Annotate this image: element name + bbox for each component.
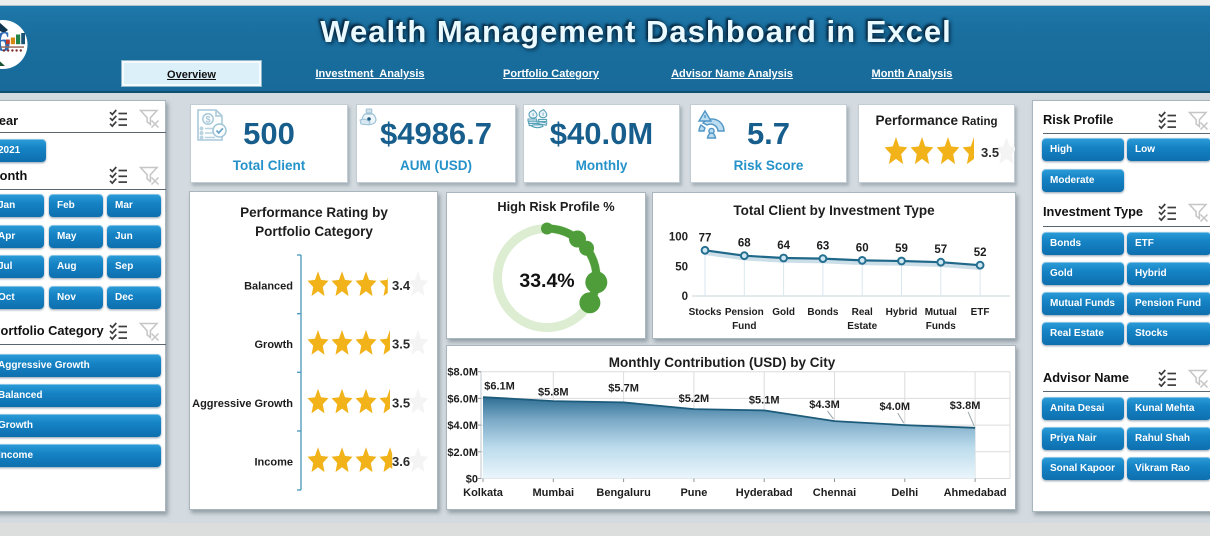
svg-text:59: 59 bbox=[895, 243, 908, 255]
svg-text:Kolkata: Kolkata bbox=[463, 487, 504, 499]
svg-text:Fund: Fund bbox=[732, 321, 756, 332]
svg-text:$4.0M: $4.0M bbox=[880, 401, 911, 413]
svg-text:$5.7M: $5.7M bbox=[608, 382, 639, 394]
svg-text:Delhi: Delhi bbox=[891, 487, 918, 499]
svg-text:$6.1M: $6.1M bbox=[484, 381, 515, 393]
svg-text:Pension: Pension bbox=[725, 307, 764, 318]
svg-text:Income: Income bbox=[254, 457, 293, 469]
svg-text:Bonds: Bonds bbox=[807, 307, 839, 318]
svg-text:Hybrid: Hybrid bbox=[886, 307, 918, 318]
svg-text:Funds: Funds bbox=[926, 321, 956, 332]
svg-text:ETF: ETF bbox=[971, 307, 990, 318]
svg-text:$6.0M: $6.0M bbox=[447, 393, 478, 405]
svg-text:64: 64 bbox=[777, 240, 790, 252]
svg-text:33.4%: 33.4% bbox=[519, 270, 574, 292]
svg-text:60: 60 bbox=[856, 242, 869, 254]
svg-text:6: 6 bbox=[0, 26, 10, 58]
svg-text:$4.0M: $4.0M bbox=[447, 420, 478, 432]
svg-text:63: 63 bbox=[817, 241, 830, 253]
svg-text:Pune: Pune bbox=[680, 487, 707, 499]
svg-text:Chennai: Chennai bbox=[813, 487, 856, 499]
svg-text:Stocks: Stocks bbox=[689, 307, 722, 318]
svg-text:Growth: Growth bbox=[255, 339, 294, 351]
svg-text:$2.0M: $2.0M bbox=[447, 447, 478, 459]
svg-text:$5.1M: $5.1M bbox=[749, 394, 780, 406]
svg-text:Real: Real bbox=[852, 307, 873, 318]
svg-text:$3.8M: $3.8M bbox=[950, 400, 981, 412]
svg-text:50: 50 bbox=[675, 261, 688, 273]
svg-text:0: 0 bbox=[682, 291, 688, 303]
svg-text:$: $ bbox=[205, 114, 210, 124]
svg-text:Gold: Gold bbox=[772, 307, 795, 318]
svg-text:Estate: Estate bbox=[847, 321, 877, 332]
svg-text:$8.0M: $8.0M bbox=[447, 367, 478, 379]
svg-text:Balanced: Balanced bbox=[244, 281, 293, 293]
svg-text:$4.3M: $4.3M bbox=[809, 399, 840, 411]
svg-text:Aggressive Growth: Aggressive Growth bbox=[192, 398, 293, 410]
svg-text:3.5: 3.5 bbox=[392, 337, 410, 352]
svg-text:$5.8M: $5.8M bbox=[538, 387, 569, 399]
svg-text:77: 77 bbox=[699, 232, 712, 244]
svg-text:57: 57 bbox=[934, 244, 947, 256]
svg-text:$0: $0 bbox=[466, 474, 478, 486]
svg-text:Ahmedabad: Ahmedabad bbox=[944, 487, 1007, 499]
svg-text:3.4: 3.4 bbox=[392, 278, 411, 293]
svg-text:100: 100 bbox=[669, 232, 688, 244]
svg-text:52: 52 bbox=[974, 247, 987, 259]
svg-text:$5.2M: $5.2M bbox=[679, 393, 710, 405]
svg-text:Mumbai: Mumbai bbox=[533, 487, 575, 499]
svg-text:3.5: 3.5 bbox=[981, 145, 999, 160]
svg-text:68: 68 bbox=[738, 238, 751, 250]
svg-text:Hyderabad: Hyderabad bbox=[736, 487, 793, 499]
svg-text:3.6: 3.6 bbox=[392, 454, 410, 469]
svg-text:3.5: 3.5 bbox=[392, 395, 410, 410]
svg-text:Mutual: Mutual bbox=[925, 307, 957, 318]
svg-text:Bengaluru: Bengaluru bbox=[596, 487, 650, 499]
